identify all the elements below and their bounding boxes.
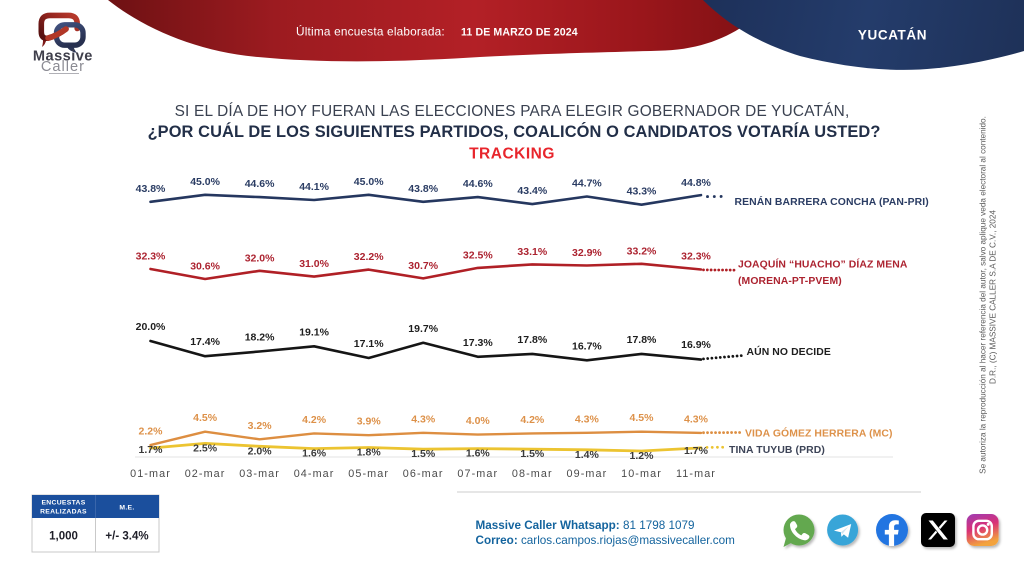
svg-text:32.9%: 32.9%: [572, 247, 602, 259]
svg-text:D.R., (C) MASSIVE CALLER S.A D: D.R., (C) MASSIVE CALLER S.A DE C.V., 20…: [989, 210, 998, 384]
svg-text:1,000: 1,000: [49, 531, 78, 543]
svg-text:31.0%: 31.0%: [299, 258, 329, 270]
svg-text:REALIZADAS: REALIZADAS: [40, 509, 87, 516]
svg-text:2.0%: 2.0%: [248, 445, 273, 457]
svg-text:30.7%: 30.7%: [408, 260, 438, 272]
svg-text:2.2%: 2.2%: [139, 426, 164, 438]
svg-text:4.3%: 4.3%: [575, 413, 600, 425]
svg-text:TINA TUYUB (PRD): TINA TUYUB (PRD): [729, 445, 825, 456]
svg-text:4.5%: 4.5%: [193, 412, 218, 424]
svg-text:1.7%: 1.7%: [684, 445, 709, 457]
svg-text:44.1%: 44.1%: [299, 181, 329, 193]
svg-text:Se autoriza la reproducción al: Se autoriza la reproducción al hacer ref…: [979, 116, 988, 474]
svg-text:4.5%: 4.5%: [630, 412, 655, 424]
svg-text:VIDA GÓMEZ HERRERA (MC): VIDA GÓMEZ HERRERA (MC): [745, 427, 893, 440]
svg-text:4.3%: 4.3%: [684, 413, 709, 425]
svg-text:19.7%: 19.7%: [408, 323, 438, 335]
svg-text:3.9%: 3.9%: [357, 416, 382, 428]
svg-text:07-mar: 07-mar: [457, 468, 498, 480]
svg-text:05-mar: 05-mar: [348, 468, 389, 480]
svg-text:43.4%: 43.4%: [517, 185, 547, 197]
svg-text:1.5%: 1.5%: [411, 448, 436, 460]
svg-text:08-mar: 08-mar: [512, 468, 553, 480]
svg-text:43.8%: 43.8%: [136, 183, 166, 195]
svg-text:Última encuesta elaborada:: Última encuesta elaborada:: [296, 25, 445, 39]
svg-text:TRACKING: TRACKING: [469, 146, 555, 163]
svg-text:ENCUESTAS: ENCUESTAS: [41, 500, 85, 507]
svg-text:JOAQUÍN “HUACHO” DÍAZ MENA: JOAQUÍN “HUACHO” DÍAZ MENA: [738, 258, 908, 271]
svg-text:Massive Caller Whatsapp: 81 17: Massive Caller Whatsapp: 81 1798 1079: [476, 519, 695, 532]
svg-text:04-mar: 04-mar: [294, 468, 335, 480]
svg-text:30.6%: 30.6%: [190, 261, 220, 273]
svg-text:44.6%: 44.6%: [463, 178, 493, 190]
svg-text:03-mar: 03-mar: [239, 468, 280, 480]
svg-text:02-mar: 02-mar: [185, 468, 226, 480]
svg-text:32.2%: 32.2%: [354, 251, 384, 263]
svg-text:1.4%: 1.4%: [575, 449, 600, 461]
svg-text:M.E.: M.E.: [119, 505, 134, 512]
svg-text:1.8%: 1.8%: [357, 447, 382, 459]
svg-text:32.3%: 32.3%: [681, 251, 711, 263]
svg-text:1.6%: 1.6%: [302, 448, 327, 460]
svg-text:¿POR CUÁL DE LOS SIGUIENTES PA: ¿POR CUÁL DE LOS SIGUIENTES PARTIDOS, CO…: [148, 122, 881, 141]
svg-text:16.7%: 16.7%: [572, 340, 602, 352]
svg-text:06-mar: 06-mar: [403, 468, 444, 480]
svg-text:32.0%: 32.0%: [245, 252, 275, 264]
svg-text:RENÁN BARRERA CONCHA (PAN-PRI): RENÁN BARRERA CONCHA (PAN-PRI): [735, 195, 929, 208]
svg-text:43.8%: 43.8%: [408, 183, 438, 195]
svg-text:16.9%: 16.9%: [681, 339, 711, 351]
svg-text:17.1%: 17.1%: [354, 338, 384, 350]
svg-text:20.0%: 20.0%: [136, 321, 166, 333]
svg-text:Correo: carlos.campos.riojas@m: Correo: carlos.campos.riojas@massivecall…: [476, 534, 735, 547]
svg-text:33.2%: 33.2%: [627, 245, 657, 257]
svg-text:11-mar: 11-mar: [676, 468, 716, 480]
svg-text:09-mar: 09-mar: [566, 468, 607, 480]
svg-text:17.3%: 17.3%: [463, 337, 493, 349]
svg-text:2.5%: 2.5%: [193, 442, 218, 454]
svg-text:17.8%: 17.8%: [627, 334, 657, 346]
svg-text:43.3%: 43.3%: [627, 186, 657, 198]
svg-text:+/- 3.4%: +/- 3.4%: [105, 531, 148, 543]
svg-text:1.7%: 1.7%: [139, 444, 164, 456]
svg-text:45.0%: 45.0%: [190, 176, 220, 188]
svg-text:11 DE MARZO DE 2024: 11 DE MARZO DE 2024: [461, 27, 578, 39]
svg-text:32.3%: 32.3%: [136, 251, 166, 263]
svg-text:45.0%: 45.0%: [354, 176, 384, 188]
svg-text:(MORENA-PT-PVEM): (MORENA-PT-PVEM): [738, 276, 842, 287]
svg-text:4.3%: 4.3%: [411, 413, 436, 425]
svg-text:YUCATÁN: YUCATÁN: [858, 28, 927, 43]
svg-text:Caller: Caller: [41, 59, 85, 75]
svg-text:10-mar: 10-mar: [621, 468, 662, 480]
svg-text:4.2%: 4.2%: [520, 414, 545, 426]
svg-text:17.8%: 17.8%: [517, 334, 547, 346]
svg-text:18.2%: 18.2%: [245, 332, 275, 344]
svg-text:44.8%: 44.8%: [681, 177, 711, 189]
svg-text:4.2%: 4.2%: [302, 414, 327, 426]
svg-text:1.2%: 1.2%: [630, 450, 655, 462]
svg-text:44.6%: 44.6%: [245, 178, 275, 190]
svg-text:3.2%: 3.2%: [248, 420, 273, 432]
svg-text:1.5%: 1.5%: [520, 448, 545, 460]
svg-text:4.0%: 4.0%: [466, 415, 491, 427]
svg-text:Massive: Massive: [33, 49, 93, 65]
svg-text:32.5%: 32.5%: [463, 249, 493, 261]
svg-text:33.1%: 33.1%: [517, 246, 547, 258]
svg-text:1.6%: 1.6%: [466, 448, 491, 460]
svg-text:17.4%: 17.4%: [190, 336, 220, 348]
svg-text:AÚN NO DECIDE: AÚN NO DECIDE: [747, 345, 831, 358]
svg-text:SI EL DÍA DE HOY FUERAN LAS EL: SI EL DÍA DE HOY FUERAN LAS ELECCIONES P…: [175, 103, 850, 120]
svg-text:19.1%: 19.1%: [299, 326, 329, 338]
svg-text:01-mar: 01-mar: [130, 468, 171, 480]
svg-text:44.7%: 44.7%: [572, 178, 602, 190]
